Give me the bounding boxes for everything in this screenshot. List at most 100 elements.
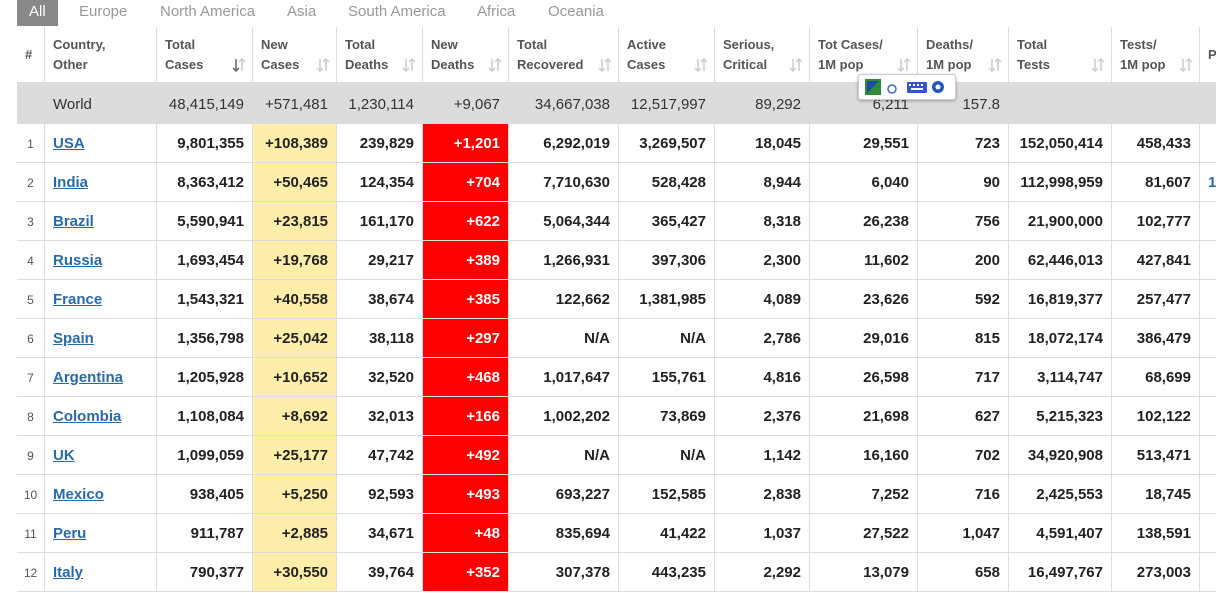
- sort-icon[interactable]: [988, 58, 1002, 72]
- country-cell: Italy: [45, 553, 157, 592]
- empty-cell: [1200, 436, 1216, 475]
- data-cell: 34,920,908: [1009, 436, 1112, 475]
- data-cell: 835,694: [509, 514, 619, 553]
- country-link[interactable]: Italy: [53, 564, 84, 581]
- data-cell: 38,674: [337, 280, 423, 319]
- tab[interactable]: Europe: [79, 3, 128, 20]
- data-cell: +25,177: [253, 436, 337, 475]
- sort-icon[interactable]: [694, 58, 708, 72]
- sort-icon[interactable]: [1179, 58, 1193, 72]
- data-cell: 23,626: [810, 280, 918, 319]
- sort-icon[interactable]: [598, 58, 612, 72]
- data-cell: 90: [918, 163, 1009, 202]
- country-link[interactable]: Russia: [53, 252, 103, 269]
- column-header[interactable]: Tests/1M pop: [1112, 27, 1200, 85]
- tab[interactable]: South America: [348, 3, 446, 20]
- data-cell: 152,050,414: [1009, 124, 1112, 163]
- column-header[interactable]: Total Cases: [157, 27, 253, 85]
- data-cell: 47,742: [337, 436, 423, 475]
- column-header[interactable]: New Deaths: [423, 27, 509, 85]
- country-link[interactable]: Mexico: [53, 486, 104, 503]
- tab[interactable]: All: [17, 0, 58, 26]
- sort-icon[interactable]: [1091, 58, 1105, 72]
- rank-cell: 11: [17, 514, 45, 553]
- data-cell: N/A: [509, 319, 619, 358]
- sort-icon[interactable]: [402, 58, 416, 72]
- data-cell: 273,003: [1112, 553, 1200, 592]
- data-cell: 815: [918, 319, 1009, 358]
- data-cell: 11,602: [810, 241, 918, 280]
- tab[interactable]: Africa: [477, 3, 516, 20]
- data-cell: 2,425,553: [1009, 475, 1112, 514]
- data-cell: 26,598: [810, 358, 918, 397]
- rank-cell: 4: [17, 241, 45, 280]
- data-cell: 1,017,647: [509, 358, 619, 397]
- toolbar-overlay[interactable]: [858, 74, 956, 100]
- sort-icon[interactable]: [232, 58, 246, 72]
- sort-icon[interactable]: [316, 58, 330, 72]
- data-cell: 18,072,174: [1009, 319, 1112, 358]
- data-cell: +389: [423, 241, 509, 280]
- data-cell: 723: [918, 124, 1009, 163]
- data-cell: 34,671: [337, 514, 423, 553]
- column-header[interactable]: Serious, Critical: [715, 27, 810, 85]
- data-cell: +10,652: [253, 358, 337, 397]
- data-cell: 102,122: [1112, 397, 1200, 436]
- data-cell: 32,013: [337, 397, 423, 436]
- header-line: Serious,: [723, 37, 775, 52]
- tab[interactable]: Asia: [287, 3, 317, 20]
- data-cell: 1,266,931: [509, 241, 619, 280]
- data-cell: 627: [918, 397, 1009, 436]
- country-link[interactable]: Argentina: [53, 369, 124, 386]
- data-cell: 38,118: [337, 319, 423, 358]
- empty-cell: [1200, 85, 1216, 124]
- data-cell: +297: [423, 319, 509, 358]
- column-header[interactable]: New Cases: [253, 27, 337, 85]
- data-cell: 16,819,377: [1009, 280, 1112, 319]
- data-cell: 9,801,355: [157, 124, 253, 163]
- country-link[interactable]: Brazil: [53, 213, 94, 230]
- header-line: Deaths: [345, 57, 389, 72]
- data-cell: +352: [423, 553, 509, 592]
- column-header[interactable]: Total Deaths: [337, 27, 423, 85]
- rank-cell: 12: [17, 553, 45, 592]
- data-cell: 2,786: [715, 319, 810, 358]
- header-line: Cases: [261, 57, 300, 72]
- data-cell: 257,477: [1112, 280, 1200, 319]
- data-cell: 592: [918, 280, 1009, 319]
- country-link[interactable]: USA: [53, 135, 85, 152]
- column-header[interactable]: #: [17, 27, 45, 85]
- data-cell: 2,376: [715, 397, 810, 436]
- country-link[interactable]: Spain: [53, 330, 94, 347]
- data-cell: 3,114,747: [1009, 358, 1112, 397]
- column-header[interactable]: Total Tests: [1009, 27, 1112, 85]
- data-cell: 81,607: [1112, 163, 1200, 202]
- country-link[interactable]: Colombia: [53, 408, 122, 425]
- column-header[interactable]: Total Recovered: [509, 27, 619, 85]
- sort-icon[interactable]: [897, 58, 911, 72]
- data-cell: N/A: [619, 436, 715, 475]
- country-link[interactable]: Peru: [53, 525, 87, 542]
- data-cell: 4,591,407: [1009, 514, 1112, 553]
- sort-icon[interactable]: [488, 58, 502, 72]
- column-header[interactable]: Active Cases: [619, 27, 715, 85]
- data-cell: 397,306: [619, 241, 715, 280]
- sort-icon[interactable]: [789, 58, 803, 72]
- data-cell: 1,002,202: [509, 397, 619, 436]
- header-line: Tot Cases/: [818, 37, 883, 52]
- data-cell: 73,869: [619, 397, 715, 436]
- data-cell: 92,593: [337, 475, 423, 514]
- column-header[interactable]: Country, Other: [45, 27, 157, 85]
- data-cell: 1,099,059: [157, 436, 253, 475]
- header-line: Tests: [1017, 57, 1050, 72]
- tab[interactable]: Oceania: [548, 3, 604, 20]
- data-cell: 5,590,941: [157, 202, 253, 241]
- country-link[interactable]: UK: [53, 447, 75, 464]
- rank-cell: 2: [17, 163, 45, 202]
- column-header[interactable]: Deaths/1M pop: [918, 27, 1009, 85]
- header-line: Deaths: [431, 57, 475, 72]
- tab[interactable]: North America: [160, 3, 256, 20]
- country-link[interactable]: France: [53, 291, 103, 308]
- country-link[interactable]: India: [53, 174, 89, 191]
